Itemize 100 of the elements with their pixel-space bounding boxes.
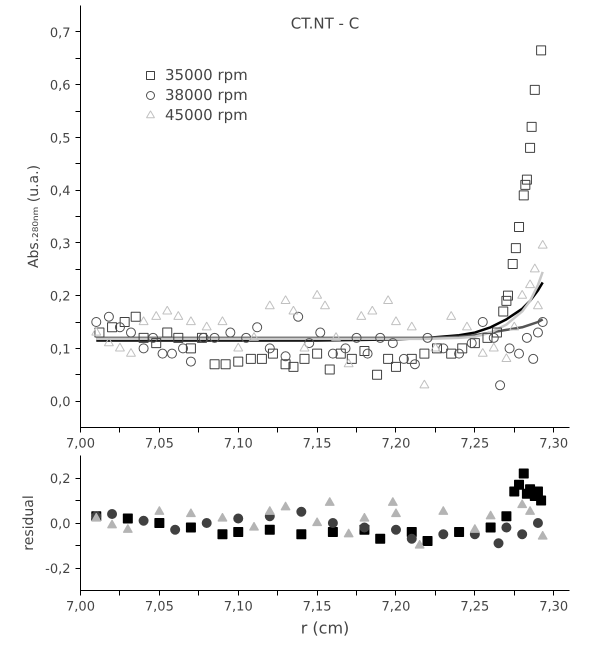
point [419, 380, 430, 388]
point [312, 290, 322, 299]
point [517, 529, 528, 540]
point [488, 342, 499, 352]
point [166, 348, 177, 359]
point [344, 528, 354, 538]
point [398, 354, 409, 364]
point [538, 317, 548, 327]
point [525, 279, 536, 288]
point [530, 84, 540, 95]
point [225, 328, 236, 338]
point [356, 311, 366, 320]
point [446, 311, 456, 320]
point [151, 338, 162, 348]
point [375, 534, 386, 544]
point [525, 142, 536, 153]
point [438, 529, 448, 540]
point [280, 359, 291, 370]
point [406, 322, 417, 330]
x-tick-label: 7,25 [460, 436, 490, 452]
point [162, 306, 172, 315]
point [264, 506, 275, 515]
point [478, 317, 488, 327]
point [406, 354, 417, 364]
point [526, 122, 537, 132]
point [388, 338, 398, 348]
point [331, 332, 342, 341]
point [390, 508, 401, 518]
point [186, 343, 196, 354]
point [538, 530, 548, 540]
point [390, 524, 401, 535]
x-tick-label: 7,30 [539, 436, 568, 452]
point [114, 322, 125, 332]
point [522, 174, 532, 185]
point [288, 362, 298, 372]
point [536, 496, 546, 506]
point [154, 518, 164, 528]
y-tick-label: 0,4 [50, 184, 71, 200]
point [122, 514, 133, 524]
point [470, 524, 480, 533]
point [91, 317, 102, 327]
point [315, 328, 326, 338]
point [104, 337, 114, 346]
y-axis-title: residual [21, 495, 38, 551]
point [390, 362, 401, 372]
point [375, 332, 386, 343]
point [256, 354, 267, 364]
x-axis-title: r (cm) [300, 618, 350, 638]
point [536, 45, 546, 56]
point [344, 358, 354, 368]
text: CT.NT - C [290, 14, 360, 32]
x-tick-label: 7,20 [382, 436, 410, 452]
point [372, 370, 382, 380]
point [328, 518, 338, 528]
point [202, 518, 212, 528]
x-tick-label: 7,00 [66, 600, 95, 614]
point [390, 316, 401, 326]
y-tick-label: 0,7 [50, 26, 71, 41]
point [532, 518, 543, 528]
point [359, 512, 370, 522]
point [383, 295, 394, 304]
y-tick-label: -0,2 [45, 562, 71, 577]
point [217, 316, 228, 326]
y-tick-label: 0,2 [50, 472, 71, 487]
point [508, 258, 518, 269]
point [340, 343, 351, 354]
point [249, 332, 260, 341]
point [359, 346, 370, 356]
y-tick-label: 0,1 [50, 342, 71, 358]
y-axis-title: Abs.₂₈₀ₙₘ (u.a.) [26, 164, 42, 268]
point [502, 290, 513, 301]
point [138, 516, 149, 526]
point [388, 497, 398, 506]
point [186, 522, 196, 532]
point [517, 499, 528, 508]
point [495, 380, 506, 390]
point [288, 306, 298, 315]
point [280, 502, 291, 510]
x-tick-label: 7,05 [144, 600, 174, 614]
point [296, 529, 306, 540]
point [410, 359, 420, 370]
point [178, 343, 188, 354]
point [422, 536, 433, 546]
point [233, 342, 244, 352]
point [246, 354, 256, 364]
point [233, 527, 244, 537]
point [252, 322, 262, 332]
point [454, 527, 464, 537]
point [122, 524, 133, 533]
point [186, 508, 196, 518]
point [532, 328, 543, 338]
point [210, 332, 220, 343]
point [233, 514, 244, 524]
point [367, 306, 378, 315]
point [249, 522, 260, 531]
point [509, 322, 520, 330]
point [210, 359, 220, 370]
point [220, 359, 231, 370]
point [532, 300, 543, 310]
point [514, 480, 524, 490]
